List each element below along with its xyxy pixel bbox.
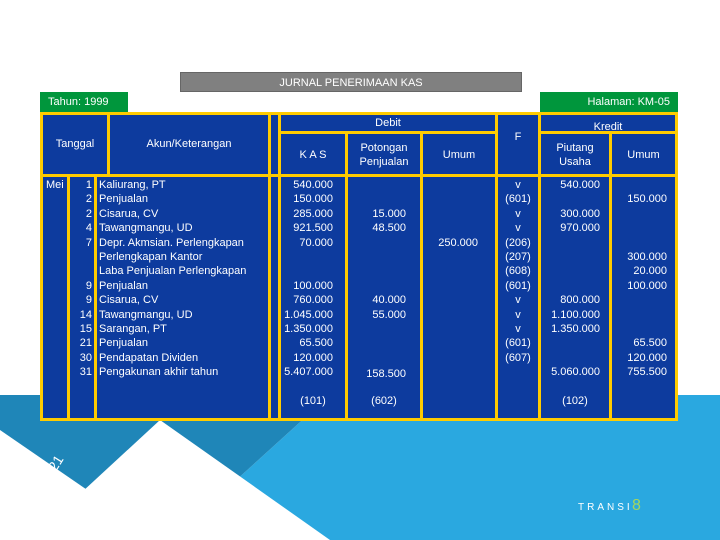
spacer-cell xyxy=(271,177,278,418)
potongan-header-cell xyxy=(348,134,420,174)
piutang-ref: (102) xyxy=(562,395,588,407)
potongan-values-1: 15.000 48.500 xyxy=(372,207,406,235)
potongan-total: 158.500 xyxy=(366,368,406,380)
kas-values: 540.000 150.000 285.000 921.500 70.000 1… xyxy=(284,179,333,379)
potongan-ref: (602) xyxy=(371,395,397,407)
umum-kredit-values-3: 65.500 120.000 755.500 xyxy=(627,337,667,379)
brand-label: TRANSI xyxy=(578,502,633,513)
umum-kredit-values-2: 300.000 20.000 100.000 xyxy=(627,251,667,292)
tanggal-header: Tanggal xyxy=(55,138,95,150)
umum-kredit-header-cell xyxy=(612,134,675,174)
kas-ref: (101) xyxy=(300,395,326,407)
day-list: 1 2 2 4 7 9 9 14 15 21 30 31 xyxy=(79,179,92,379)
umum-kredit-values-1: 150.000 xyxy=(627,193,667,206)
akun-header-cell xyxy=(110,115,268,174)
year-label: Tahun: 1999 xyxy=(40,92,128,112)
f-cell xyxy=(498,177,538,418)
potongan-values-2: 40.000 55.000 xyxy=(372,294,406,321)
page-label: Halaman: KM-05 xyxy=(540,92,678,112)
akun-header: Akun/Keterangan xyxy=(146,138,232,150)
tanggal-header-cell xyxy=(43,115,107,174)
kas-header: K A S xyxy=(299,149,327,161)
f-values: v (601) v v (206) (207) (608) (601) v v … xyxy=(505,179,531,364)
spacer-cell xyxy=(271,115,278,174)
piutang-header-cell xyxy=(541,134,609,174)
kredit-header-cell xyxy=(541,115,675,131)
page-number: 8 xyxy=(632,497,641,514)
piutang-values-2: 300.000 970.000 xyxy=(560,207,600,235)
journal-title: JURNAL PENERIMAAN KAS xyxy=(180,72,522,92)
kas-header-cell xyxy=(281,134,345,174)
month-cell xyxy=(43,177,67,418)
potongan-cell xyxy=(348,177,420,418)
piutang-header: Piutang Usaha xyxy=(556,142,594,168)
kredit-header: Kredit xyxy=(593,121,623,133)
piutang-values-3: 800.000 1.100.000 1.350.000 xyxy=(551,294,600,335)
debit-header: Debit xyxy=(375,117,401,129)
month-label: Mei xyxy=(46,179,64,191)
umum-kredit-cell xyxy=(612,177,675,418)
day-cell xyxy=(70,177,94,418)
umum-debit-cell xyxy=(423,177,495,418)
f-header: F xyxy=(514,131,522,143)
potongan-header: Potongan Penjualan xyxy=(359,142,409,168)
f-header-cell xyxy=(498,115,538,174)
debit-header-cell xyxy=(281,115,495,131)
umum-debit-value: 250.000 xyxy=(438,236,478,249)
umum-debit-header-cell xyxy=(423,134,495,174)
kas-cell xyxy=(281,177,345,418)
umum-kredit-header: Umum xyxy=(627,149,660,161)
piutang-total: 5.060.000 xyxy=(551,366,600,379)
account-cell xyxy=(97,177,268,418)
piutang-values-1: 540.000 xyxy=(560,179,600,191)
journal-table: Tanggal Akun/Keterangan Debit K A S Poto… xyxy=(40,112,678,421)
umum-debit-header: Umum xyxy=(442,149,476,161)
account-list: Kaliurang, PT Penjualan Cisarua, CV Tawa… xyxy=(99,179,247,379)
piutang-cell xyxy=(541,177,609,418)
